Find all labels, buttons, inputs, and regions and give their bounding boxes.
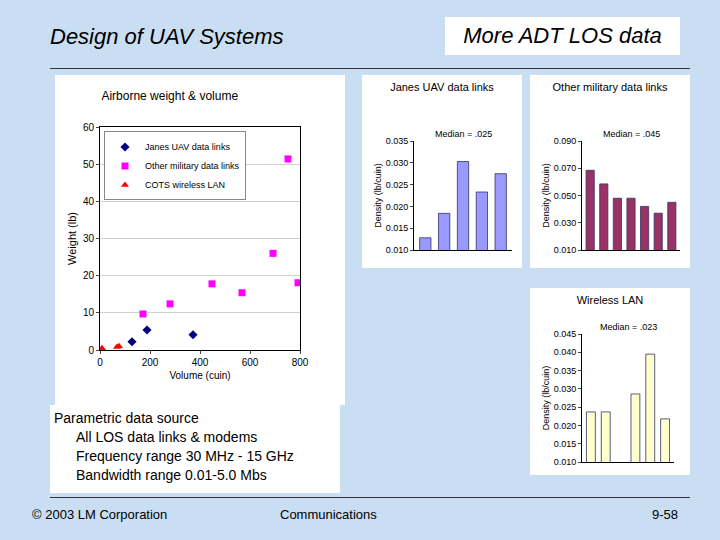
svg-text:0.010: 0.010 (386, 245, 409, 255)
svg-text:0.020: 0.020 (554, 421, 577, 431)
svg-text:0.045: 0.045 (554, 329, 577, 339)
svg-text:50: 50 (83, 159, 95, 170)
svg-text:0: 0 (88, 345, 94, 356)
svg-text:Other military data links: Other military data links (145, 161, 240, 171)
svg-text:400: 400 (192, 357, 209, 368)
html-text:Communications: Communications (280, 507, 377, 522)
svg-text:Janes UAV data links: Janes UAV data links (145, 142, 230, 152)
svg-text:Other military data links: Other military data links (553, 81, 668, 93)
svg-text:Weight (lb): Weight (lb) (66, 212, 78, 265)
svg-text:0.070: 0.070 (554, 163, 577, 173)
svg-text:Median = .045: Median = .045 (603, 129, 660, 139)
svg-text:0.025: 0.025 (386, 180, 409, 190)
svg-text:0.015: 0.015 (386, 223, 409, 233)
html-text:More ADT LOS data: More ADT LOS data (463, 23, 662, 48)
html-text:Design of UAV Systems: Design of UAV Systems (50, 24, 284, 49)
svg-text:COTS wireless LAN: COTS wireless LAN (145, 180, 225, 190)
svg-text:0.030: 0.030 (554, 218, 577, 228)
svg-text:Density (lb/cuin): Density (lb/cuin) (541, 163, 551, 228)
svg-text:0.035: 0.035 (386, 136, 409, 146)
html-text:Bandwidth range 0.01-5.0 Mbs: Bandwidth range 0.01-5.0 Mbs (76, 467, 267, 483)
svg-text:0.025: 0.025 (554, 402, 577, 412)
svg-text:800: 800 (292, 357, 309, 368)
svg-text:Density (lb/cuin): Density (lb/cuin) (373, 163, 383, 228)
svg-text:Airborne weight & volume: Airborne weight & volume (101, 89, 238, 103)
svg-text:Janes UAV data links: Janes UAV data links (390, 81, 494, 93)
svg-text:600: 600 (242, 357, 259, 368)
svg-text:0.030: 0.030 (554, 384, 577, 394)
html-text:Parametric data source: Parametric data source (54, 410, 199, 426)
html-text:© 2003 LM Corporation: © 2003 LM Corporation (32, 507, 168, 522)
html-text:All LOS data links & modems: All LOS data links & modems (76, 429, 258, 445)
svg-text:200: 200 (142, 357, 159, 368)
svg-text:Density (lb/cuin): Density (lb/cuin) (541, 366, 551, 431)
svg-text:60: 60 (83, 122, 95, 133)
svg-text:Median = .023: Median = .023 (600, 322, 657, 332)
svg-text:0.010: 0.010 (554, 457, 577, 467)
svg-text:0.010: 0.010 (554, 245, 577, 255)
svg-text:0.050: 0.050 (554, 191, 577, 201)
svg-text:0.090: 0.090 (554, 136, 577, 146)
html-text:Frequency range 30 MHz - 15 GH: Frequency range 30 MHz - 15 GHz (76, 448, 294, 464)
svg-text:Wireless LAN: Wireless LAN (577, 294, 644, 306)
svg-text:10: 10 (83, 307, 95, 318)
svg-text:0.030: 0.030 (386, 158, 409, 168)
svg-text:20: 20 (83, 270, 95, 281)
svg-text:30: 30 (83, 233, 95, 244)
svg-text:0.040: 0.040 (554, 347, 577, 357)
svg-text:0.020: 0.020 (386, 202, 409, 212)
svg-text:0.015: 0.015 (554, 439, 577, 449)
html-text:9-58: 9-58 (652, 507, 678, 522)
svg-text:Median = .025: Median = .025 (435, 129, 492, 139)
svg-text:40: 40 (83, 196, 95, 207)
svg-text:Volume (cuin): Volume (cuin) (169, 370, 230, 381)
svg-text:0.035: 0.035 (554, 366, 577, 376)
svg-text:0: 0 (97, 357, 103, 368)
